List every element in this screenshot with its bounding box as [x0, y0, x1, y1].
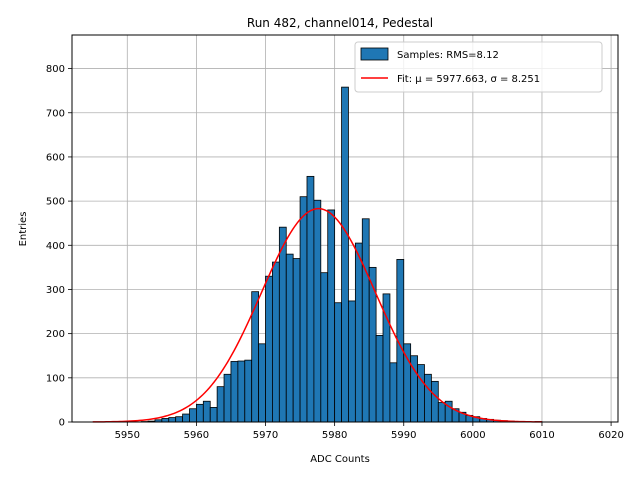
- y-tick-label: 800: [46, 64, 65, 75]
- histogram-bar: [306, 175, 315, 423]
- histogram-bar: [168, 417, 177, 423]
- histogram-bar: [341, 86, 349, 423]
- x-tick-label: 6020: [598, 430, 623, 441]
- histogram-bar: [424, 373, 432, 423]
- x-tick-label: 5990: [391, 430, 416, 441]
- histogram-bar: [265, 275, 273, 423]
- histogram-bar: [216, 386, 225, 423]
- y-tick-label: 600: [46, 152, 65, 163]
- histogram-bar: [244, 359, 253, 423]
- legend-box: [354, 41, 603, 93]
- histogram-bars: [140, 86, 543, 423]
- legend-swatch-samples: [360, 47, 389, 61]
- histogram-bar: [437, 402, 446, 423]
- x-axis-ticks: 5950 5960 5970 5980 5990 6000 6010 6020: [115, 422, 624, 441]
- histogram-bar: [299, 196, 308, 423]
- x-tick-label: 6010: [529, 430, 554, 441]
- histogram-bar: [389, 362, 398, 423]
- histogram-bar: [189, 408, 197, 423]
- histogram-bar: [327, 209, 336, 423]
- x-axis-label: ADC Counts: [310, 454, 370, 465]
- legend-label-fit: Fit: μ = 5977.663, σ = 8.251: [397, 74, 540, 85]
- legend-label-samples: Samples: RMS=8.12: [397, 50, 499, 61]
- y-axis-label: Entries: [18, 212, 29, 247]
- y-tick-label: 400: [46, 241, 65, 252]
- histogram-bar: [313, 199, 322, 423]
- x-tick-label: 5970: [253, 430, 278, 441]
- y-tick-label: 200: [46, 329, 65, 340]
- gaussian-fit-curve: [92, 207, 542, 423]
- histogram-bar: [348, 300, 356, 423]
- histogram-bar: [209, 407, 218, 423]
- histogram-bar: [334, 302, 342, 423]
- histogram-bar: [320, 272, 329, 423]
- x-tick-label: 5980: [322, 430, 347, 441]
- histogram-bar: [202, 400, 211, 423]
- histogram-bar: [417, 364, 425, 423]
- y-tick-label: 0: [59, 418, 65, 429]
- chart-title: Run 482, channel014, Pedestal: [247, 16, 433, 30]
- y-tick-label: 700: [46, 108, 65, 119]
- histogram-bar: [430, 380, 439, 423]
- histogram-bar: [285, 253, 294, 423]
- histogram-bar: [175, 416, 183, 423]
- histogram-bar: [196, 403, 204, 423]
- histogram-bar: [230, 361, 239, 423]
- histogram-bar: [237, 360, 246, 423]
- y-tick-label: 500: [46, 197, 65, 208]
- y-axis-ticks: 0 100 200 300 400 500 600 700 800: [46, 64, 72, 429]
- legend: Samples: RMS=8.12 Fit: μ = 5977.663, σ =…: [354, 41, 603, 93]
- histogram-bar: [361, 218, 370, 423]
- plot-frame: [71, 34, 619, 423]
- histogram-bar: [223, 373, 232, 423]
- histogram-bar: [375, 335, 384, 423]
- histogram-bar: [292, 258, 301, 423]
- histogram-bar: [272, 261, 280, 423]
- histogram-bar: [278, 226, 287, 423]
- x-tick-label: 5960: [184, 430, 209, 441]
- histogram-bar: [258, 343, 266, 423]
- x-tick-label: 5950: [115, 430, 140, 441]
- x-tick-label: 6000: [460, 430, 485, 441]
- histogram-bar: [182, 413, 190, 423]
- histogram-bar: [354, 242, 363, 423]
- histogram-bar: [161, 418, 170, 423]
- y-tick-label: 300: [46, 285, 65, 296]
- y-tick-label: 100: [46, 373, 65, 384]
